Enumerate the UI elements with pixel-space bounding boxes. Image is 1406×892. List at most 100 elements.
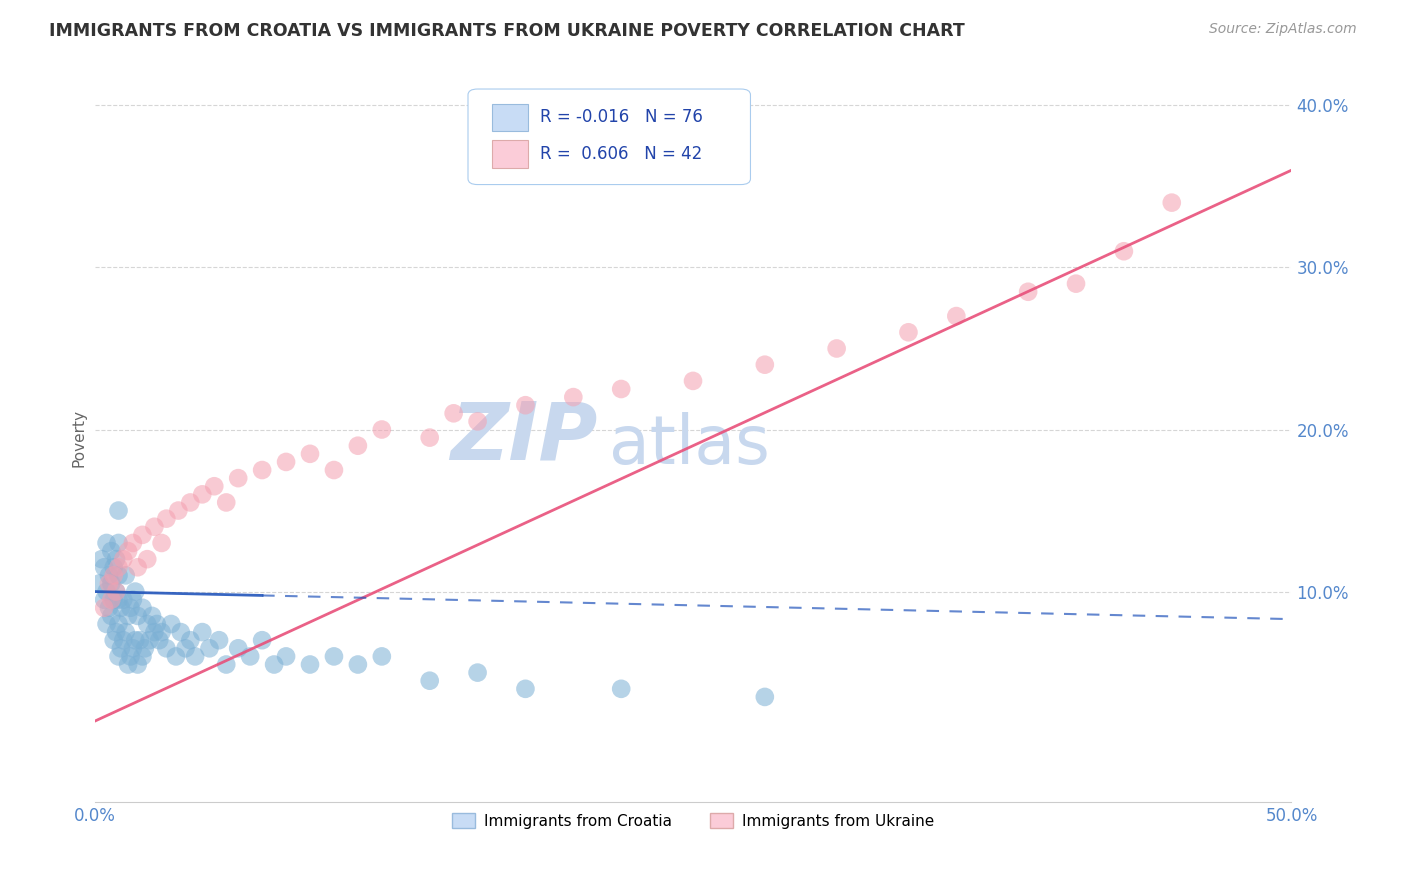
Point: [105, 552, 128, 566]
Text: R = -0.016   N = 76: R = -0.016 N = 76: [540, 109, 703, 127]
Point: [89, 576, 111, 591]
Point: [112, 633, 135, 648]
Point: [419, 431, 441, 445]
Point: [96, 536, 118, 550]
Point: [143, 520, 166, 534]
Point: [239, 649, 262, 664]
Point: [562, 390, 585, 404]
Point: [945, 309, 967, 323]
Point: [107, 560, 129, 574]
Text: atlas: atlas: [609, 412, 770, 478]
Point: [198, 641, 221, 656]
Point: [105, 584, 128, 599]
Point: [134, 641, 156, 656]
Point: [191, 625, 214, 640]
Point: [93, 600, 115, 615]
Point: [1112, 244, 1135, 259]
Point: [1064, 277, 1087, 291]
Point: [250, 463, 273, 477]
Point: [131, 600, 153, 615]
Point: [274, 455, 297, 469]
Point: [110, 641, 132, 656]
Point: [897, 326, 920, 340]
Point: [96, 584, 118, 599]
Point: [150, 625, 173, 640]
Point: [122, 592, 145, 607]
Point: [160, 617, 183, 632]
Point: [96, 617, 118, 632]
Point: [114, 568, 136, 582]
Point: [117, 608, 139, 623]
Point: [127, 608, 149, 623]
Point: [114, 625, 136, 640]
Point: [467, 665, 489, 680]
Point: [138, 633, 160, 648]
Point: [467, 414, 489, 428]
Point: [107, 536, 129, 550]
Point: [165, 649, 187, 664]
Point: [298, 447, 321, 461]
Point: [754, 358, 776, 372]
Point: [263, 657, 285, 672]
FancyBboxPatch shape: [468, 89, 751, 185]
Point: [226, 641, 249, 656]
Point: [202, 479, 225, 493]
Point: [103, 592, 125, 607]
Point: [100, 608, 122, 623]
Text: R =  0.606   N = 42: R = 0.606 N = 42: [540, 145, 702, 163]
Point: [250, 633, 273, 648]
Point: [143, 625, 166, 640]
Point: [112, 592, 135, 607]
Point: [124, 633, 146, 648]
Point: [274, 649, 297, 664]
Point: [107, 649, 129, 664]
Point: [136, 617, 159, 632]
Point: [1160, 195, 1182, 210]
Point: [97, 568, 120, 582]
Point: [122, 536, 145, 550]
Point: [515, 398, 537, 412]
Point: [127, 560, 149, 574]
Point: [100, 592, 122, 607]
Point: [515, 681, 537, 696]
Point: [120, 600, 142, 615]
Point: [825, 342, 848, 356]
Point: [97, 600, 120, 615]
Point: [97, 576, 120, 591]
Point: [179, 495, 201, 509]
Point: [129, 633, 152, 648]
Point: [1017, 285, 1039, 299]
Point: [136, 552, 159, 566]
Y-axis label: Poverty: Poverty: [72, 409, 86, 467]
Text: Source: ZipAtlas.com: Source: ZipAtlas.com: [1209, 22, 1357, 37]
Point: [347, 439, 370, 453]
Point: [103, 560, 125, 574]
Point: [141, 608, 163, 623]
Point: [215, 495, 238, 509]
Point: [131, 528, 153, 542]
Point: [117, 657, 139, 672]
Point: [148, 633, 170, 648]
Point: [167, 503, 190, 517]
Point: [208, 633, 231, 648]
Point: [110, 600, 132, 615]
Point: [682, 374, 704, 388]
Point: [107, 503, 129, 517]
Point: [146, 617, 169, 632]
Point: [371, 423, 394, 437]
Point: [179, 633, 201, 648]
FancyBboxPatch shape: [492, 103, 527, 131]
Point: [215, 657, 238, 672]
Point: [107, 592, 129, 607]
Point: [155, 641, 177, 656]
FancyBboxPatch shape: [492, 140, 527, 168]
Text: ZIP: ZIP: [450, 399, 598, 476]
Point: [90, 552, 112, 566]
Point: [184, 649, 207, 664]
Point: [191, 487, 214, 501]
Point: [93, 560, 115, 574]
Point: [103, 633, 125, 648]
Point: [93, 592, 115, 607]
Point: [131, 649, 153, 664]
Point: [127, 657, 149, 672]
